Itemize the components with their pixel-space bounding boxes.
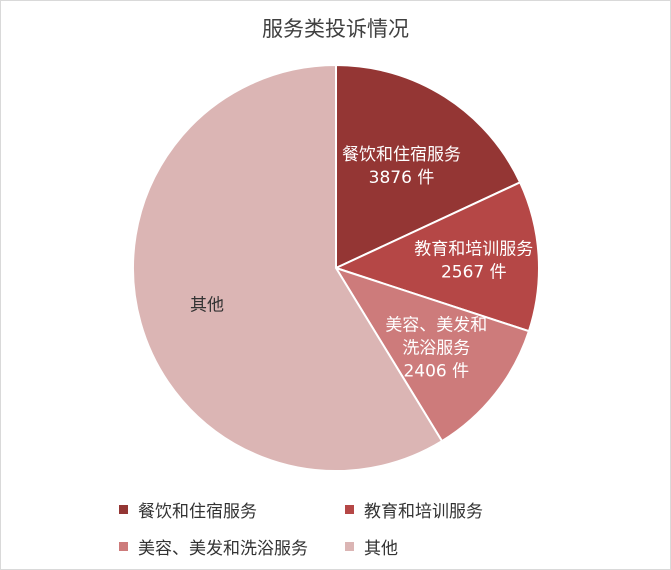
pie-slice (333, 181, 540, 333)
chart-title: 服务类投诉情况 (262, 17, 409, 41)
pie-slice (132, 63, 444, 472)
legend-item: 教育和培训服务 (345, 497, 483, 522)
slice-data-label: 餐饮和住宿服务 3876 件 (342, 145, 461, 188)
legend-item: 其他 (345, 534, 398, 559)
legend-swatch (119, 505, 128, 514)
legend: 餐饮和住宿服务 教育和培训服务美容、美发和洗浴服务 其他 (119, 497, 559, 559)
legend-label: 教育和培训服务 (364, 502, 483, 522)
legend-swatch (119, 542, 128, 551)
pie-slice (333, 266, 531, 443)
slice-data-label: 其他 (190, 295, 224, 315)
legend-label: 餐饮和住宿服务 (138, 502, 257, 522)
legend-label: 其他 (364, 539, 398, 559)
legend-swatch (345, 505, 354, 514)
legend-item: 餐饮和住宿服务 (119, 497, 345, 522)
slice-data-label: 教育和培训服务 2567 件 (414, 239, 533, 282)
legend-swatch (345, 542, 354, 551)
slice-data-label: 美容、美发和洗浴服务 2406 件 (385, 315, 487, 381)
legend-item: 美容、美发和洗浴服务 (119, 534, 345, 559)
pie-slice (335, 63, 522, 270)
legend-label: 美容、美发和洗浴服务 (138, 539, 308, 559)
